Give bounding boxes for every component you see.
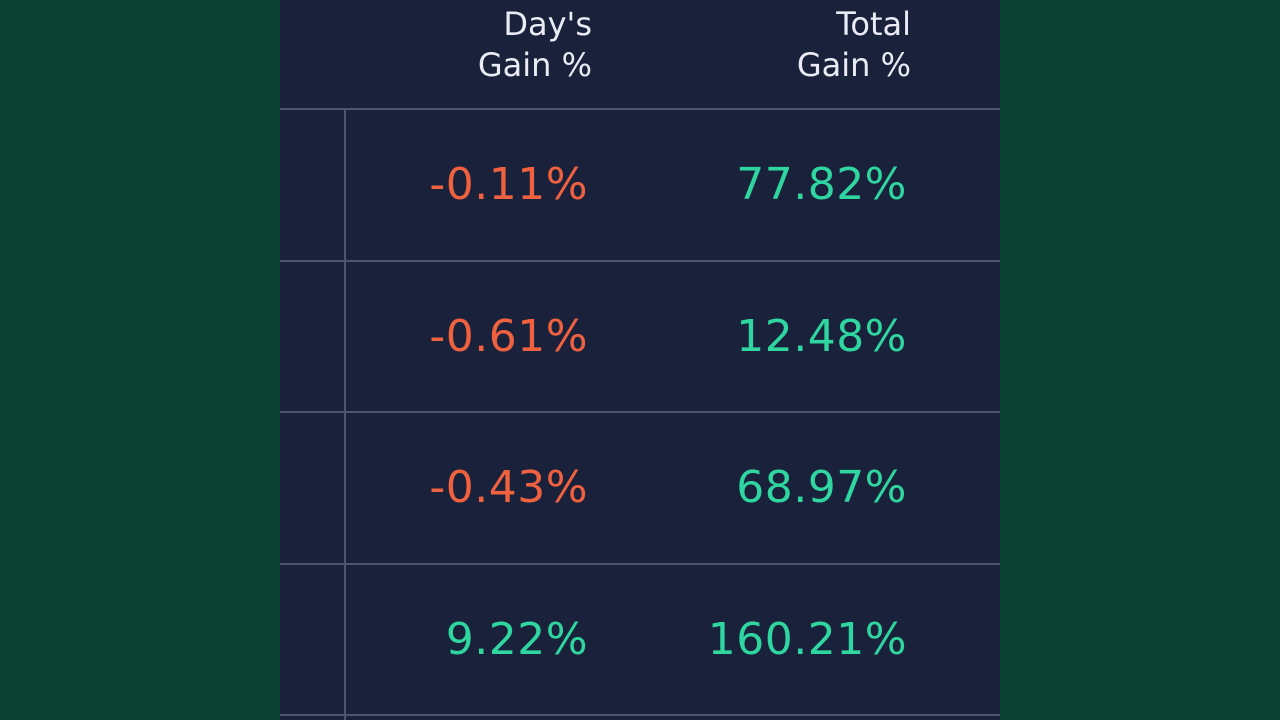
days-gain-value: 9.22%: [445, 614, 588, 665]
total-gain-value: 12.48%: [736, 311, 907, 362]
column-header-total-gain-line2: Gain %: [796, 46, 911, 84]
gain-table-panel: Day's Gain % Total Gain % -0.11% 77.82% …: [280, 0, 1000, 720]
column-header-total-gain[interactable]: Total Gain %: [797, 4, 911, 86]
table-row[interactable]: -0.61% 12.48%: [280, 262, 1000, 412]
row-divider: [280, 714, 1000, 716]
column-header-total-gain-line1: Total: [836, 5, 911, 43]
row-divider: [280, 260, 1000, 262]
row-divider: [280, 411, 1000, 413]
column-divider: [344, 110, 346, 720]
days-gain-value: -0.11%: [429, 159, 588, 210]
total-gain-value: 77.82%: [736, 159, 907, 210]
total-gain-value: 68.97%: [736, 462, 907, 513]
column-header-days-gain-line1: Day's: [503, 5, 592, 43]
table-row[interactable]: -0.43% 68.97%: [280, 413, 1000, 563]
row-divider: [280, 563, 1000, 565]
table-header: Day's Gain % Total Gain %: [280, 0, 1000, 108]
days-gain-value: -0.43%: [429, 462, 588, 513]
column-header-days-gain-line2: Gain %: [477, 46, 592, 84]
column-header-days-gain[interactable]: Day's Gain %: [478, 4, 592, 86]
table-row[interactable]: 9.22% 160.21%: [280, 565, 1000, 715]
table-row[interactable]: -0.11% 77.82%: [280, 110, 1000, 260]
days-gain-value: -0.61%: [429, 311, 588, 362]
total-gain-value: 160.21%: [707, 614, 907, 665]
header-divider: [280, 108, 1000, 110]
